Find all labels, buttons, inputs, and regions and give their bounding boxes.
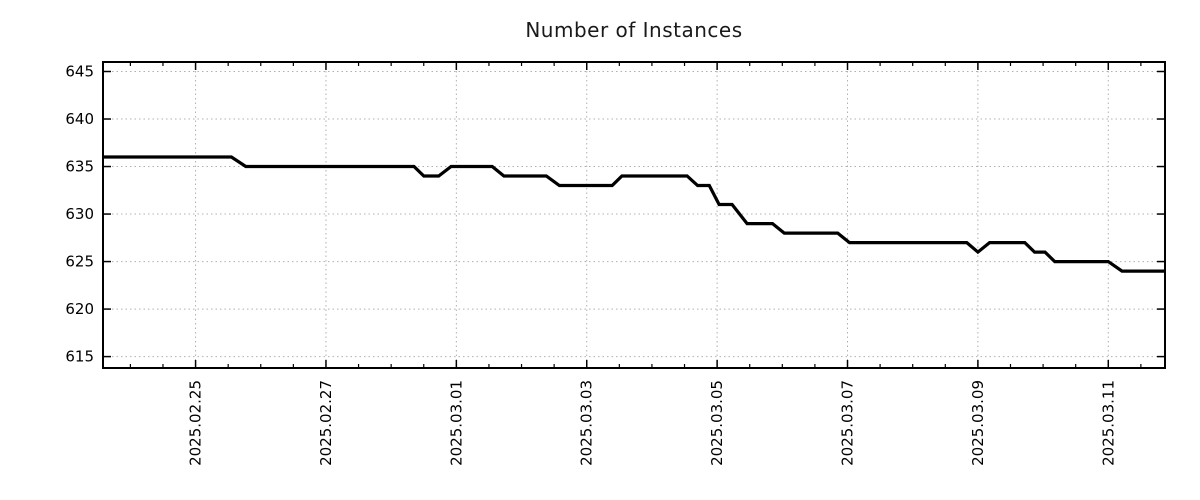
y-tick-label: 630	[65, 205, 94, 223]
x-tick-label: 2025.03.09	[969, 380, 987, 466]
x-tick-label: 2025.02.27	[317, 380, 335, 466]
y-tick-label: 625	[65, 253, 94, 271]
y-tick-label: 640	[65, 110, 94, 128]
y-tick-label: 615	[65, 348, 94, 366]
x-tick-label: 2025.03.07	[839, 380, 857, 466]
y-tick-label: 635	[65, 158, 94, 176]
series-line-instances	[103, 155, 1165, 273]
chart-title: Number of Instances	[525, 18, 743, 42]
plot-border	[102, 61, 1166, 369]
x-tick-label: 2025.03.11	[1099, 380, 1117, 466]
y-tick-label: 645	[65, 63, 94, 81]
x-tick-label: 2025.02.25	[187, 380, 205, 466]
x-tick-label: 2025.03.01	[447, 380, 465, 466]
x-tick-label: 2025.03.05	[708, 380, 726, 466]
y-tick-label: 620	[65, 300, 94, 318]
x-tick-label: 2025.03.03	[578, 380, 596, 466]
